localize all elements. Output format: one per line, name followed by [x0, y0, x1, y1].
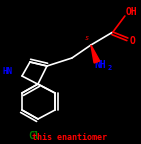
Text: OH: OH: [126, 7, 138, 17]
Text: O: O: [130, 36, 136, 46]
Text: this enantiomer: this enantiomer: [32, 133, 107, 143]
Text: HN: HN: [3, 68, 13, 76]
Polygon shape: [91, 45, 100, 63]
Text: NH: NH: [94, 60, 106, 70]
Text: Cl: Cl: [28, 131, 40, 141]
Text: 2: 2: [108, 65, 112, 71]
Text: s: s: [85, 35, 89, 41]
